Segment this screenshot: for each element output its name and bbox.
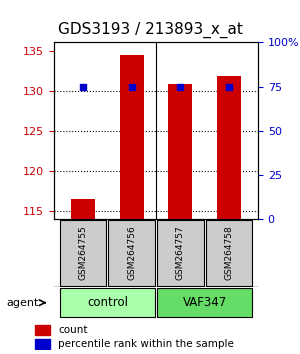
FancyBboxPatch shape bbox=[60, 220, 106, 286]
Text: GSM264758: GSM264758 bbox=[224, 226, 233, 280]
Point bbox=[129, 84, 134, 90]
Bar bbox=[217, 76, 241, 219]
FancyBboxPatch shape bbox=[206, 220, 252, 286]
Text: count: count bbox=[58, 325, 88, 335]
Text: GSM264756: GSM264756 bbox=[127, 226, 136, 280]
Point bbox=[81, 84, 85, 90]
Text: agent: agent bbox=[6, 298, 38, 308]
Text: GDS3193 / 213893_x_at: GDS3193 / 213893_x_at bbox=[58, 22, 242, 38]
Bar bbox=[120, 55, 144, 219]
Text: VAF347: VAF347 bbox=[182, 296, 227, 309]
FancyBboxPatch shape bbox=[60, 288, 155, 317]
Bar bbox=[71, 199, 95, 219]
Text: control: control bbox=[87, 296, 128, 309]
Point bbox=[226, 84, 231, 90]
Text: GSM264755: GSM264755 bbox=[79, 226, 88, 280]
Point bbox=[178, 84, 183, 90]
Bar bbox=[35, 325, 50, 335]
FancyBboxPatch shape bbox=[157, 220, 204, 286]
FancyBboxPatch shape bbox=[108, 220, 155, 286]
FancyBboxPatch shape bbox=[157, 288, 252, 317]
Bar bbox=[35, 339, 50, 349]
Text: percentile rank within the sample: percentile rank within the sample bbox=[58, 339, 234, 349]
Text: GSM264757: GSM264757 bbox=[176, 226, 185, 280]
Bar bbox=[168, 84, 192, 219]
